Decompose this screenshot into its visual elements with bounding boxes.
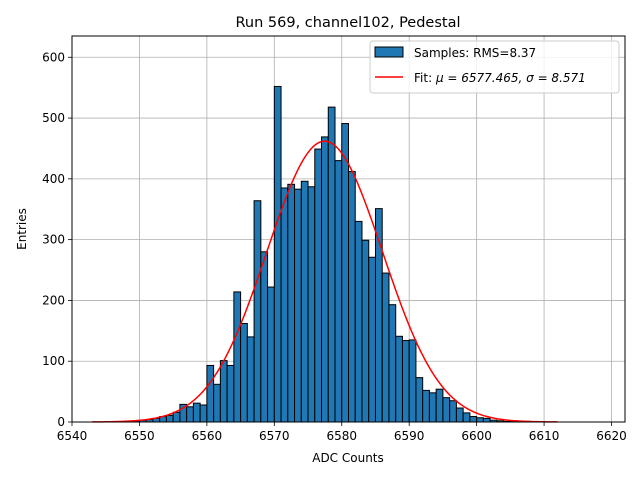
histogram-bar (435, 388, 444, 423)
histogram-bar (368, 256, 376, 423)
histogram-bar (469, 416, 478, 423)
chart-title: Run 569, channel102, Pedestal (235, 15, 460, 31)
histogram-bar (273, 85, 282, 423)
x-tick-label: 6580 (326, 429, 357, 443)
histogram-bar (267, 286, 275, 423)
y-tick-label: 600 (42, 50, 65, 64)
y-tick-label: 300 (42, 233, 65, 247)
histogram-bar (401, 340, 410, 423)
histogram-bar (246, 336, 255, 423)
histogram-bar (327, 106, 336, 423)
y-tick-label: 400 (42, 172, 65, 186)
histogram-bar (462, 412, 471, 423)
legend: Samples: RMS=8.37 Fit: μ = 6577.465, σ =… (369, 40, 620, 94)
legend-frame (369, 40, 620, 94)
histogram-bar (321, 136, 329, 423)
histogram-bar (455, 407, 464, 423)
histogram-bar (240, 323, 248, 423)
histogram-bar (307, 186, 316, 423)
histogram-bar (172, 411, 181, 423)
histogram-bar (381, 272, 390, 423)
histogram-bar (408, 339, 417, 423)
histogram-bar (428, 392, 437, 423)
x-tick-label: 6600 (461, 429, 492, 443)
y-tick-label: 200 (42, 293, 65, 307)
y-tick-label: 100 (42, 354, 65, 368)
fit-curve-group (92, 140, 558, 423)
histogram-bars (125, 85, 532, 423)
histogram-bar (192, 402, 201, 423)
plot-frame (71, 35, 626, 423)
y-tick-label: 0 (57, 415, 65, 429)
histogram-bar (280, 187, 289, 423)
x-tick-label: 6570 (259, 429, 290, 443)
histogram-bar (449, 400, 457, 423)
histogram-bar (253, 200, 262, 423)
fit-curve (92, 140, 558, 423)
histogram-bar (482, 417, 491, 423)
x-tick-label: 6540 (57, 429, 88, 443)
histogram-bar (348, 171, 356, 423)
histogram-bar (442, 397, 451, 423)
histogram-bar (395, 335, 403, 423)
legend-fit-params: μ = 6577.465, σ = 8.571 (435, 71, 586, 85)
histogram-bar (388, 304, 397, 423)
histogram-bar (165, 414, 174, 423)
histogram-bar (186, 406, 194, 423)
histogram-bar (287, 183, 296, 423)
histogram-bar (476, 417, 484, 423)
x-tick-label: 6620 (596, 429, 627, 443)
x-tick-label: 6550 (124, 429, 155, 443)
histogram-bar (422, 389, 430, 423)
histogram-bar (294, 188, 302, 423)
histogram-bar (300, 180, 309, 423)
histogram-bar (314, 148, 323, 423)
legend-histogram-swatch (374, 46, 404, 58)
histogram-bar (334, 160, 343, 423)
histogram-bar (361, 239, 370, 423)
histogram-bar (219, 360, 228, 423)
y-axis-ticks: 0 100 200 300 400 500 600 (42, 50, 72, 429)
x-tick-label: 6590 (394, 429, 425, 443)
y-axis-label: Entries (15, 208, 29, 250)
histogram-bar (206, 364, 215, 423)
y-tick-label: 500 (42, 111, 65, 125)
histogram-bar (354, 220, 363, 423)
histogram-bar (415, 377, 424, 423)
x-axis-label: ADC Counts (312, 451, 384, 465)
x-axis-ticks: 6540 6550 6560 6570 6580 6590 6600 6610 6620 (57, 422, 627, 443)
histogram-bar (233, 291, 242, 423)
x-tick-label: 6610 (529, 429, 560, 443)
legend-fit-label: Fit: μ = 6577.465, σ = 8.571 (414, 71, 586, 85)
x-tick-label: 6560 (192, 429, 223, 443)
histogram-bar (213, 383, 221, 423)
legend-histogram-label: Samples: RMS=8.37 (414, 46, 536, 60)
histogram-bar (199, 404, 208, 423)
histogram-bar (341, 123, 350, 423)
histogram-bar (226, 364, 235, 423)
histogram-bar (260, 251, 269, 423)
legend-fit-prefix: Fit: (414, 71, 436, 85)
